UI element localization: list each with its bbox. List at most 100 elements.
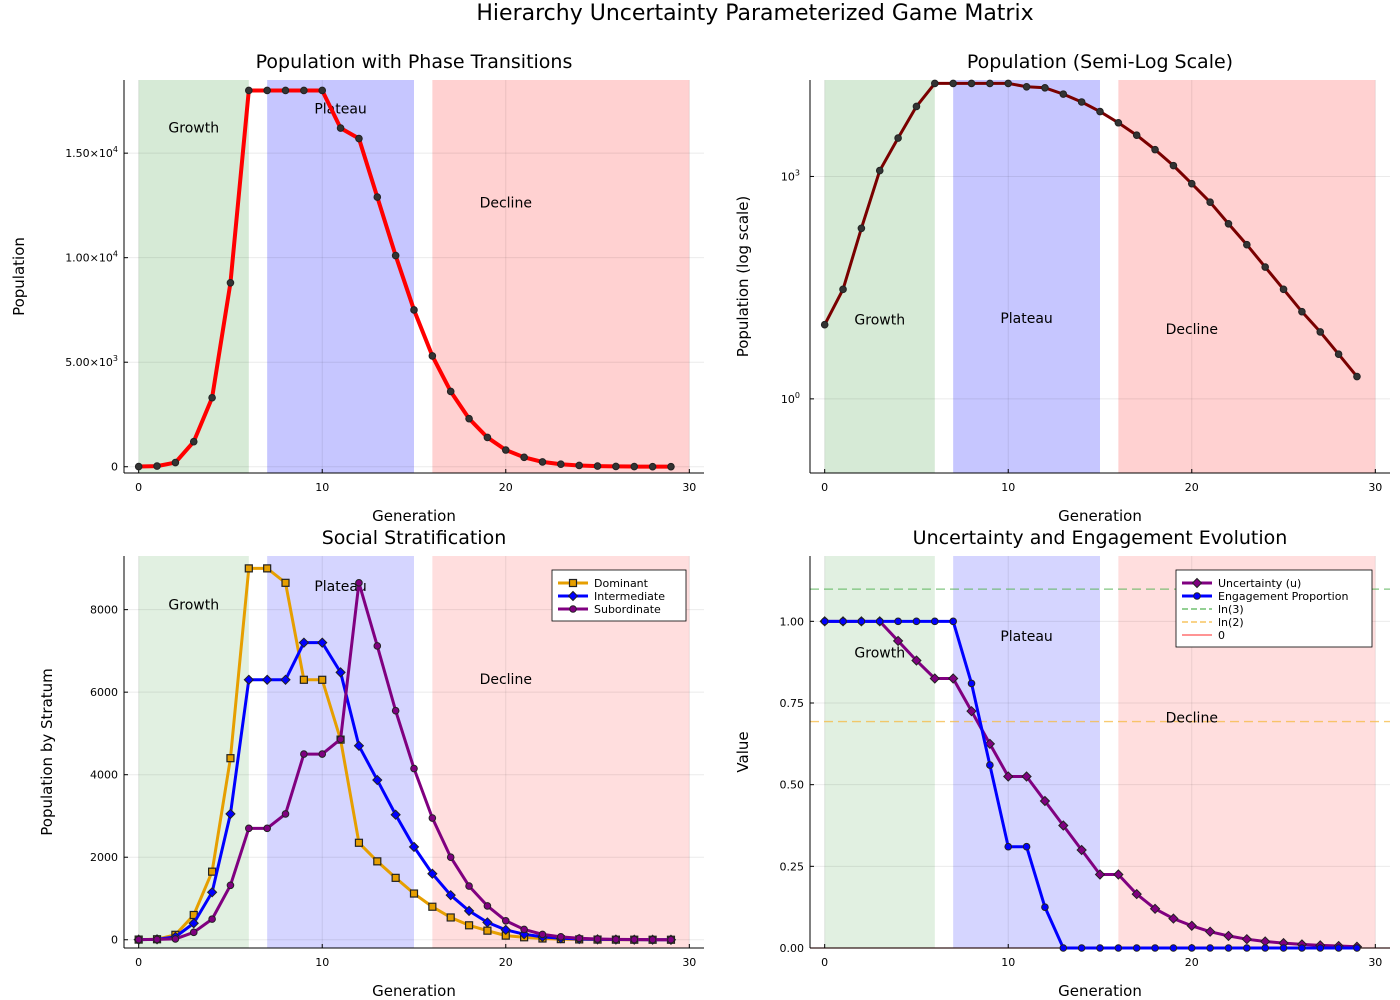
data-point — [281, 86, 290, 95]
phase-band-decline — [432, 80, 690, 473]
data-point — [931, 79, 939, 88]
data-point — [984, 738, 996, 750]
data-point — [538, 458, 547, 466]
data-point — [947, 673, 959, 684]
chart-title: Population (Semi-Log Scale) — [967, 51, 1233, 73]
data-point — [1113, 869, 1124, 880]
x-tick-label: 20 — [499, 956, 513, 969]
data-point — [171, 935, 180, 943]
data-point — [630, 935, 639, 944]
data-point — [1168, 913, 1179, 924]
data-point — [875, 166, 884, 175]
data-point — [353, 740, 365, 752]
chart-panel-3: 0 10 20 30 0 2000 4000 6000 8000 Social Stratific… — [38, 527, 704, 1000]
y-tick-label: 5.00×103 — [65, 354, 118, 369]
y-tick-label: 0.50 — [780, 779, 805, 792]
x-tick-label: 20 — [1185, 481, 1199, 494]
data-point — [1353, 944, 1361, 952]
x-tick-label: 10 — [315, 481, 329, 494]
phase-label: Growth — [854, 313, 905, 329]
data-point — [820, 320, 829, 329]
data-point — [1316, 328, 1325, 336]
data-point — [630, 462, 639, 471]
data-point — [1076, 844, 1087, 856]
data-point — [465, 882, 473, 890]
data-point — [612, 462, 620, 471]
data-point — [1003, 771, 1014, 782]
phase-label: Growth — [854, 645, 905, 661]
data-point — [391, 706, 400, 715]
data-point — [1022, 842, 1031, 851]
data-point — [1241, 933, 1253, 945]
x-tick-label: 20 — [1185, 956, 1199, 969]
data-point — [593, 935, 602, 943]
data-point — [373, 857, 382, 866]
data-point — [446, 913, 455, 922]
data-point — [1169, 161, 1178, 170]
x-tick-label: 10 — [1001, 481, 1015, 494]
data-point — [300, 86, 308, 95]
y-tick-label: 4000 — [90, 769, 118, 782]
x-tick-label: 10 — [315, 956, 329, 969]
data-point — [1059, 90, 1068, 98]
data-point — [911, 655, 922, 666]
data-point — [355, 134, 363, 143]
data-point — [667, 935, 675, 944]
data-point — [483, 433, 492, 442]
chart-panel-4: 0 10 20 30 0.00 0.25 0.50 0.75 1.00 Uncertainty a… — [734, 527, 1390, 1000]
data-point — [391, 873, 400, 882]
series-population — [820, 79, 1361, 381]
legend: Uncertainty (u)Engagement Proportionln(3… — [1175, 569, 1373, 648]
chart-panel-2: 0 10 20 30 100 103 Population (Semi-Log Scale)… — [734, 51, 1390, 525]
data-point — [1151, 145, 1159, 154]
phase-band-decline — [1118, 80, 1376, 473]
data-point — [1261, 263, 1269, 271]
data-point — [1224, 219, 1233, 228]
data-point — [894, 617, 902, 626]
data-point — [501, 916, 510, 925]
x-axis-label: Generation — [1058, 507, 1142, 525]
data-point — [966, 705, 977, 717]
data-point — [226, 754, 235, 763]
data-point — [317, 637, 328, 648]
data-point — [557, 933, 565, 941]
phase-band-plateau — [267, 556, 414, 948]
data-point — [931, 617, 939, 626]
x-tick-label: 0 — [821, 956, 828, 969]
data-point — [280, 674, 291, 685]
data-point — [409, 889, 419, 898]
data-point — [1298, 944, 1306, 952]
x-tick-label: 0 — [135, 481, 142, 494]
data-point — [648, 935, 657, 944]
y-axis-label: Population (log scale) — [734, 196, 752, 358]
y-tick-label: 100 — [781, 391, 800, 406]
phase-band-growth — [824, 556, 935, 948]
data-point — [245, 86, 253, 95]
data-point — [336, 735, 345, 744]
phase-label: Decline — [480, 672, 532, 688]
data-point — [912, 617, 921, 626]
data-point — [1204, 926, 1216, 937]
phase-label: Growth — [168, 598, 219, 614]
data-point — [1316, 944, 1325, 952]
data-point — [226, 881, 235, 890]
data-point — [1058, 820, 1069, 831]
y-tick-label: 1.50×104 — [65, 145, 118, 160]
y-axis-label: Population by Stratum — [38, 668, 56, 836]
figure-title: Hierarchy Uncertainty Parameterized Game… — [476, 1, 1033, 26]
data-point — [134, 462, 143, 471]
data-point — [1334, 350, 1343, 359]
data-point — [568, 578, 578, 588]
data-point — [501, 446, 510, 454]
x-tick-label: 0 — [135, 956, 142, 969]
phase-label: Plateau — [314, 101, 366, 117]
data-point — [153, 462, 161, 470]
data-point — [245, 824, 253, 833]
data-point — [1243, 944, 1251, 952]
data-point — [520, 453, 528, 462]
data-point — [1041, 903, 1049, 911]
data-point — [1206, 944, 1214, 952]
data-point — [428, 352, 437, 360]
data-point — [986, 79, 994, 88]
x-tick-label: 10 — [1001, 956, 1015, 969]
